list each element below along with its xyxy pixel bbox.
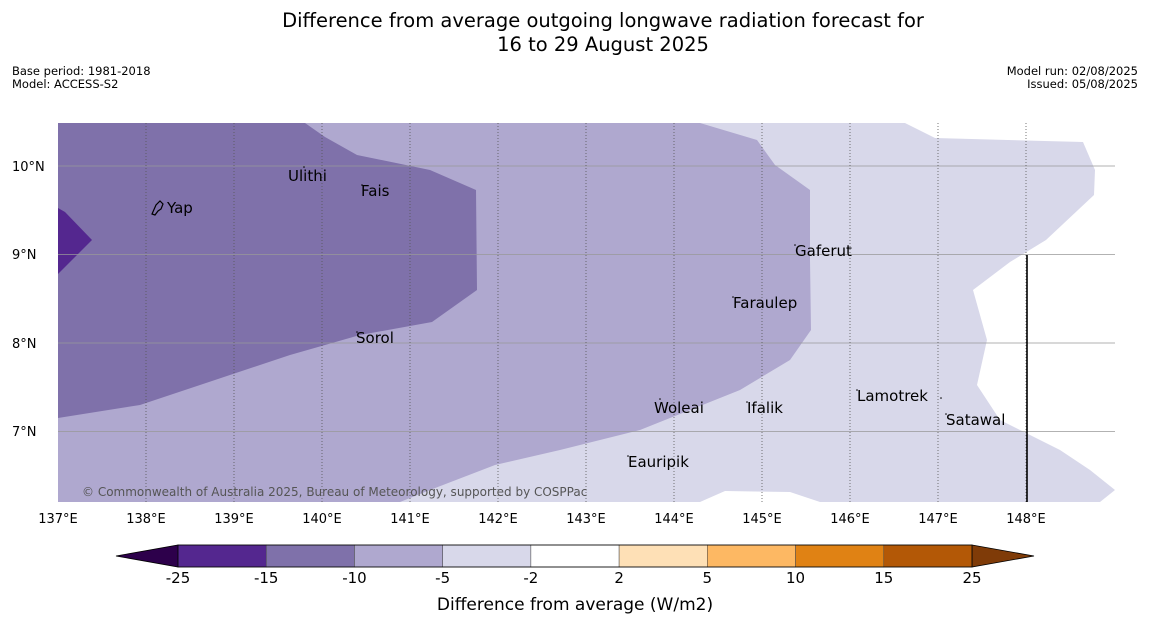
lon-label: 143°E bbox=[566, 512, 606, 527]
place-label-woleai: Woleai bbox=[654, 399, 704, 417]
colorbar-segment bbox=[530, 544, 620, 568]
lon-label: 139°E bbox=[214, 512, 254, 527]
colorbar-tick-labels: -25 -15 -10 -5 -2 2 5 10 15 25 bbox=[166, 569, 982, 587]
colorbar-segment bbox=[707, 544, 796, 568]
lat-label-9n: 9°N bbox=[12, 248, 37, 263]
colorbar-segment bbox=[442, 544, 532, 568]
place-label-fais: Fais bbox=[361, 182, 390, 200]
lon-label: 137°E bbox=[38, 512, 78, 527]
lon-label: 140°E bbox=[302, 512, 342, 527]
contour-white-bottom bbox=[700, 491, 820, 502]
place-label-faraulep: Faraulep bbox=[733, 294, 797, 312]
colorbar-segment bbox=[354, 544, 443, 568]
colorbar-segment bbox=[177, 544, 267, 568]
colorbar-tick-label: -15 bbox=[254, 569, 279, 587]
place-label-satawal: Satawal bbox=[946, 411, 1005, 429]
lon-label: 144°E bbox=[654, 512, 694, 527]
colorbar-tick-label: 10 bbox=[786, 569, 805, 587]
contour-minus15-minus10 bbox=[58, 123, 477, 418]
lat-label-8n: 8°N bbox=[12, 337, 37, 352]
colorbar-segment bbox=[795, 544, 885, 568]
map-area: Ulithi Fais Yap Gaferut Faraulep Sorol W… bbox=[58, 123, 1115, 502]
base-period-text: Base period: 1981-2018 bbox=[12, 64, 151, 78]
lat-label-7n: 7°N bbox=[12, 425, 37, 440]
lat-label-10n: 10°N bbox=[12, 160, 45, 175]
lon-label: 138°E bbox=[126, 512, 166, 527]
colorbar-high-extend bbox=[971, 544, 1035, 568]
place-label-lamotrek: Lamotrek bbox=[857, 387, 928, 405]
place-label-sorol: Sorol bbox=[356, 329, 394, 347]
yap-island-icon bbox=[151, 200, 164, 216]
place-label-yap: Yap bbox=[166, 199, 193, 217]
place-label-ulithi: Ulithi bbox=[288, 167, 327, 185]
colorbar: -25 -15 -10 -5 -2 2 5 10 15 25 Difference from av… bbox=[115, 544, 1035, 615]
place-label-eauripik: Eauripik bbox=[628, 453, 689, 471]
colorbar-tick-label: 25 bbox=[962, 569, 981, 587]
lat-axis-labels: 10°N 9°N 8°N 7°N bbox=[12, 160, 45, 440]
colorbar-tick-label: -5 bbox=[435, 569, 450, 587]
colorbar-low-extend bbox=[115, 544, 179, 568]
title-line-2: 16 to 29 August 2025 bbox=[497, 33, 709, 56]
lon-label: 145°E bbox=[742, 512, 782, 527]
model-run-text: Model run: 02/08/2025 bbox=[1006, 64, 1138, 78]
colorbar-segment bbox=[883, 544, 973, 568]
model-text: Model: ACCESS-S2 bbox=[12, 77, 119, 91]
lon-label: 146°E bbox=[830, 512, 870, 527]
colorbar-tick-label: -25 bbox=[166, 569, 191, 587]
copyright-text: © Commonwealth of Australia 2025, Bureau… bbox=[82, 485, 587, 499]
colorbar-label: Difference from average (W/m2) bbox=[437, 595, 713, 615]
lon-label: 147°E bbox=[918, 512, 958, 527]
colorbar-tick-label: 5 bbox=[703, 569, 713, 587]
meta-right: Model run: 02/08/2025 Issued: 05/08/2025 bbox=[1007, 65, 1138, 91]
place-label-ifalik: Ifalik bbox=[747, 399, 783, 417]
contour-small-white bbox=[1100, 490, 1115, 502]
meta-left: Base period: 1981-2018 Model: ACCESS-S2 bbox=[12, 65, 151, 91]
colorbar-outline bbox=[177, 544, 973, 568]
colorbar-segment bbox=[618, 544, 708, 568]
colorbar-segments bbox=[177, 544, 973, 568]
title-line-1: Difference from average outgoing longwav… bbox=[282, 9, 924, 32]
lon-axis-labels: 137°E 138°E 139°E 140°E 141°E 142°E 143°… bbox=[38, 512, 1046, 527]
colorbar-tick-label: -2 bbox=[523, 569, 538, 587]
lon-label: 142°E bbox=[478, 512, 518, 527]
place-label-gaferut: Gaferut bbox=[795, 242, 852, 260]
colorbar-tick-label: 15 bbox=[874, 569, 893, 587]
chart-title: Difference from average outgoing longwav… bbox=[0, 9, 1150, 57]
colorbar-tick-label: -10 bbox=[342, 569, 367, 587]
contour-minus25-minus15 bbox=[58, 208, 92, 274]
lon-gridlines bbox=[145, 123, 1027, 502]
lon-label: 141°E bbox=[390, 512, 430, 527]
atoll-dots bbox=[303, 166, 947, 457]
colorbar-segment bbox=[265, 544, 355, 568]
issued-text: Issued: 05/08/2025 bbox=[1027, 77, 1138, 91]
lon-label: 148°E bbox=[1006, 512, 1046, 527]
colorbar-tick-label: 2 bbox=[614, 569, 624, 587]
